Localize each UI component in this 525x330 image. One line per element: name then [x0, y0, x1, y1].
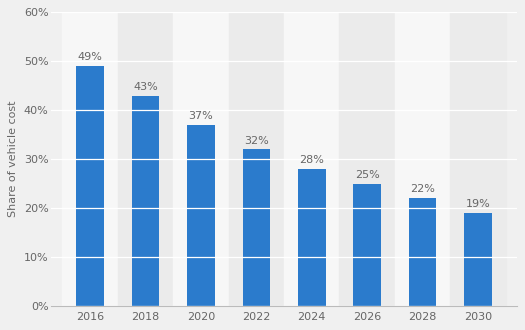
Bar	[450, 12, 506, 306]
Y-axis label: Share of vehicle cost: Share of vehicle cost	[8, 101, 18, 217]
Text: 37%: 37%	[188, 111, 213, 121]
Text: 32%: 32%	[244, 136, 269, 146]
Bar	[408, 198, 436, 306]
Text: 28%: 28%	[299, 155, 324, 165]
Bar	[353, 184, 381, 306]
Text: 25%: 25%	[355, 170, 380, 180]
Text: 43%: 43%	[133, 82, 158, 92]
Bar	[395, 12, 450, 306]
Bar	[243, 149, 270, 306]
Text: 49%: 49%	[78, 52, 102, 62]
Bar	[298, 169, 326, 306]
Bar	[187, 125, 215, 306]
Bar	[340, 12, 395, 306]
Bar	[132, 96, 160, 306]
Bar	[464, 213, 492, 306]
Bar	[118, 12, 173, 306]
Bar	[76, 66, 104, 306]
Bar	[284, 12, 340, 306]
Bar	[173, 12, 229, 306]
Text: 19%: 19%	[466, 199, 490, 209]
Text: 22%: 22%	[410, 184, 435, 194]
Bar	[62, 12, 118, 306]
Bar	[229, 12, 284, 306]
